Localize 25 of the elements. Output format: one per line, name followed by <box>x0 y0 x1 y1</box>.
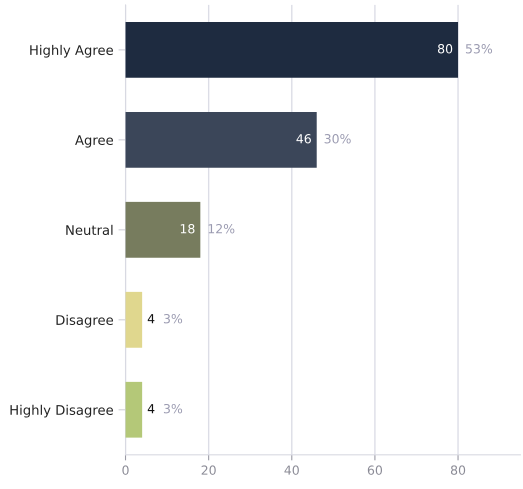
x-tick-label: 60 <box>368 465 382 475</box>
x-tick-label: 20 <box>202 465 216 475</box>
data-label: 46 <box>296 134 311 144</box>
annotation: 30% <box>324 134 351 144</box>
y-tick-label: Neutral <box>66 224 112 236</box>
data-label: 4 <box>148 314 154 324</box>
annotation: 3% <box>164 404 182 414</box>
bar <box>126 382 142 438</box>
annotation: 3% <box>164 314 182 324</box>
annotation: 53% <box>466 44 492 54</box>
bar <box>126 202 200 258</box>
y-tick-label: Highly Agree <box>30 44 114 58</box>
bar <box>126 112 317 168</box>
x-tick-label: 80 <box>450 465 466 475</box>
data-label: 18 <box>180 224 194 234</box>
y-tick-label: Highly Disagree <box>10 404 114 418</box>
data-label: 80 <box>438 44 452 54</box>
x-tick-label: 0 <box>122 465 129 475</box>
y-tick-label: Agree <box>75 135 114 148</box>
x-tick-label: 40 <box>284 465 299 475</box>
bar <box>126 22 458 78</box>
annotation: 12% <box>208 224 234 234</box>
data-label: 4 <box>148 404 154 414</box>
bar <box>126 292 142 348</box>
y-tick-label: Disagree <box>56 314 114 328</box>
